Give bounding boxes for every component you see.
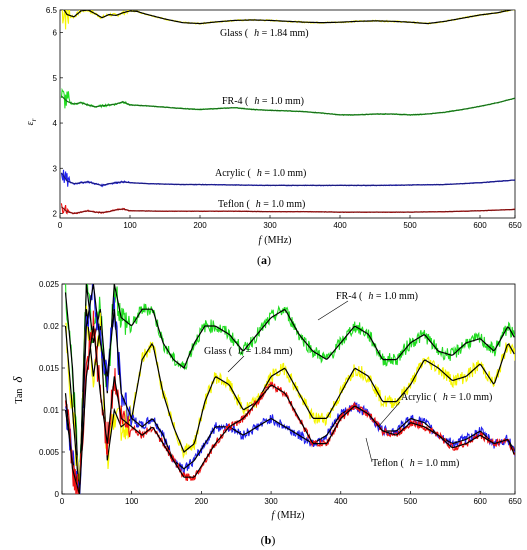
series-annotation: Teflon (h = 1.0 mm) (372, 458, 459, 469)
series-0 (64, 284, 515, 494)
series-annotation: Glass (h = 1.84 mm) (220, 28, 309, 39)
panel-a-epsilon: 0 100 200 300 400 500 600 650 2 3 4 5 6 6.5 Glass (h … (25, 6, 522, 267)
y-tick-label: 0.025 (39, 280, 60, 289)
series-fit-line (64, 325, 515, 494)
series-fit-line (61, 206, 515, 215)
panel-b-label: (b) (261, 533, 276, 547)
y-tick-label: 0.015 (39, 364, 60, 373)
series-annotation: Teflon (h = 1.0 mm) (218, 199, 305, 210)
panel-a-ylabel: εr (25, 118, 38, 125)
annotation-leader-line (227, 355, 245, 373)
panel-b-ylabel: Tanδ (10, 376, 25, 404)
series-annotation: FR-4 (h = 1.0 mm) (336, 291, 418, 302)
series-1 (64, 305, 515, 494)
series-fit-line (63, 10, 514, 25)
panel-a-label: (a) (257, 253, 271, 267)
x-tick-label: 650 (508, 497, 522, 506)
series-annotation: Glass (h = 1.84 mm) (204, 346, 293, 357)
y-tick-label: 6.5 (46, 6, 58, 15)
y-tick-label: 2 (53, 209, 58, 218)
series-3 (60, 203, 515, 215)
panel-b-frame (61, 283, 516, 495)
panel-a-ticks: 0 100 200 300 400 500 600 650 2 3 4 5 6 6.5 (46, 6, 522, 230)
y-tick-label: 6 (53, 29, 58, 38)
x-tick-label: 400 (334, 497, 348, 506)
series-3 (64, 310, 515, 494)
x-tick-label: 500 (404, 497, 418, 506)
series-annotation: Acrylic (h = 1.0 mm) (215, 168, 306, 179)
annotation-leader-line (365, 437, 373, 463)
y-tick-label: 5 (53, 74, 58, 83)
series-raw-line (65, 284, 515, 494)
panel-a-frame (59, 9, 516, 219)
x-tick-label: 100 (125, 497, 139, 506)
x-tick-label: 0 (58, 221, 63, 230)
series-raw-line (61, 10, 515, 30)
x-tick-label: 500 (403, 221, 417, 230)
x-tick-label: 300 (264, 497, 278, 506)
series-annotation: FR-4 (h = 1.0 mm) (222, 96, 304, 107)
panel-b-ticks: 0 100 200 300 400 500 600 650 0 0.005 0.01 0.015 0.0… (39, 280, 522, 506)
y-tick-label: 4 (53, 119, 58, 128)
panel-b-xlabel: f (MHz) (272, 510, 305, 521)
y-tick-label: 0.01 (43, 406, 59, 415)
series-annotation: Acrylic (h = 1.0 mm) (401, 392, 492, 403)
series-fit-line (60, 95, 515, 116)
panel-b-annotations: FR-4 (h = 1.0 mm) Glass (h = 1.84 mm) Acry… (204, 291, 492, 469)
series-fit-line (60, 172, 515, 187)
x-tick-label: 200 (195, 497, 209, 506)
x-tick-label: 300 (263, 221, 277, 230)
y-tick-label: 0.02 (43, 322, 59, 331)
panel-a-annotations: Glass (h = 1.84 mm) FR-4 (h = 1.0 mm) Acry… (215, 28, 309, 210)
panel-b-series (64, 284, 515, 494)
x-tick-label: 600 (473, 221, 487, 230)
y-tick-label: 0 (55, 490, 60, 499)
panel-a-series (60, 10, 515, 215)
series-fit-line (64, 309, 515, 494)
x-tick-label: 100 (123, 221, 137, 230)
panel-b-tan-delta: 0 100 200 300 400 500 600 650 0 0.005 0.01 0.015 0.0… (10, 280, 522, 547)
annotation-leader-line (317, 300, 349, 321)
x-tick-label: 600 (473, 497, 487, 506)
x-tick-label: 0 (60, 497, 65, 506)
y-tick-label: 3 (53, 164, 58, 173)
x-tick-label: 200 (193, 221, 207, 230)
series-2 (60, 169, 515, 188)
panel-a-xlabel: f (MHz) (259, 235, 292, 246)
series-fit-line (64, 284, 515, 494)
y-tick-label: 0.005 (39, 448, 60, 457)
series-0 (61, 10, 515, 30)
annotation-leader-line (378, 401, 401, 427)
x-tick-label: 400 (333, 221, 347, 230)
x-tick-label: 650 (508, 221, 522, 230)
series-raw-line (64, 310, 515, 494)
series-1 (60, 87, 515, 117)
